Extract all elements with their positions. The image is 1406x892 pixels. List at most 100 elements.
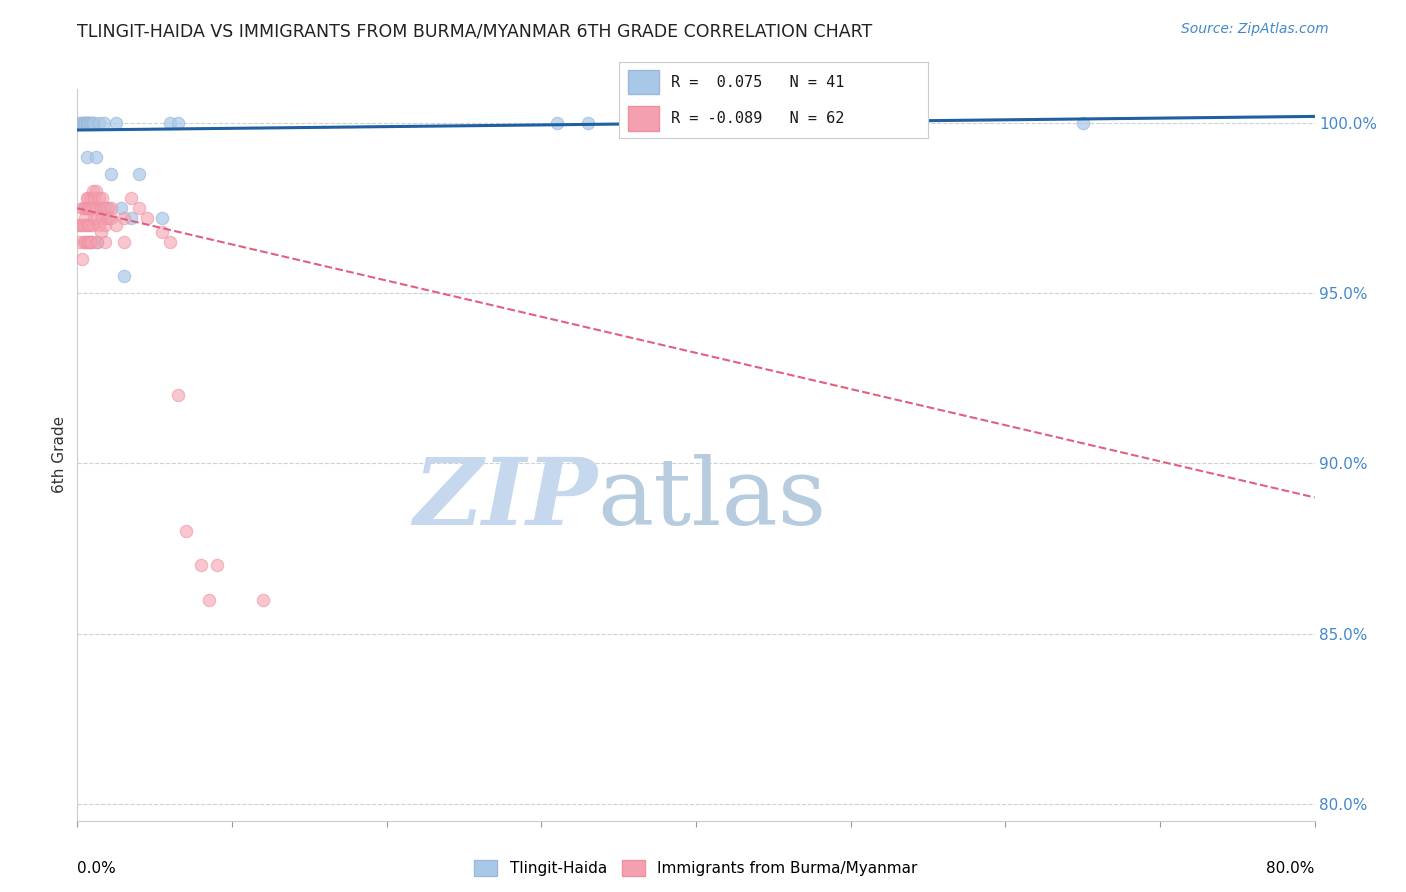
Point	[105, 219, 127, 233]
Point	[72, 116, 94, 130]
Point	[91, 201, 114, 215]
Point	[94, 235, 117, 250]
Point	[72, 201, 94, 215]
Point	[83, 211, 105, 226]
Point	[546, 116, 568, 130]
Point	[72, 116, 94, 130]
Point	[87, 201, 110, 215]
Point	[1071, 116, 1094, 130]
Point	[112, 235, 135, 250]
FancyBboxPatch shape	[628, 106, 659, 130]
Text: R = -0.089   N = 62: R = -0.089 N = 62	[671, 111, 845, 126]
Point	[70, 201, 93, 215]
Point	[205, 558, 228, 573]
Point	[77, 219, 100, 233]
Point	[121, 211, 143, 226]
Point	[69, 219, 91, 233]
Point	[75, 235, 96, 250]
Legend: Tlingit-Haida, Immigrants from Burma/Myanmar: Tlingit-Haida, Immigrants from Burma/Mya…	[468, 855, 924, 882]
Text: 80.0%: 80.0%	[1267, 862, 1315, 877]
Text: R =  0.075   N = 41: R = 0.075 N = 41	[671, 75, 845, 90]
Point	[167, 388, 190, 402]
Point	[87, 191, 110, 205]
Point	[90, 225, 112, 239]
FancyBboxPatch shape	[628, 70, 659, 95]
Point	[79, 116, 101, 130]
Point	[80, 116, 103, 130]
Point	[82, 201, 104, 215]
Point	[70, 219, 93, 233]
Point	[128, 167, 150, 181]
Point	[97, 211, 120, 226]
Text: ZIP: ZIP	[413, 454, 598, 544]
Point	[76, 235, 98, 250]
Point	[80, 191, 103, 205]
Point	[76, 116, 98, 130]
Point	[77, 201, 100, 215]
Point	[75, 116, 96, 130]
Point	[70, 116, 93, 130]
Text: TLINGIT-HAIDA VS IMMIGRANTS FROM BURMA/MYANMAR 6TH GRADE CORRELATION CHART: TLINGIT-HAIDA VS IMMIGRANTS FROM BURMA/M…	[77, 22, 873, 40]
Point	[76, 201, 98, 215]
Point	[190, 558, 212, 573]
Point	[77, 191, 100, 205]
Point	[80, 235, 103, 250]
Point	[76, 116, 98, 130]
Point	[86, 211, 108, 226]
Point	[167, 116, 190, 130]
Point	[87, 219, 110, 233]
Point	[174, 524, 197, 539]
Point	[152, 225, 174, 239]
Point	[100, 201, 122, 215]
Point	[84, 150, 107, 164]
Point	[93, 116, 115, 130]
Point	[128, 201, 150, 215]
Point	[77, 235, 100, 250]
Point	[159, 116, 181, 130]
Point	[76, 191, 98, 205]
Point	[87, 116, 110, 130]
Point	[79, 201, 101, 215]
Y-axis label: 6th Grade: 6th Grade	[52, 417, 67, 493]
Point	[82, 184, 104, 198]
Point	[75, 211, 96, 226]
Point	[112, 269, 135, 284]
Point	[93, 201, 115, 215]
Point	[86, 235, 108, 250]
Point	[576, 116, 599, 130]
Text: atlas: atlas	[598, 454, 827, 544]
Point	[77, 116, 100, 130]
Point	[159, 235, 181, 250]
Point	[69, 116, 91, 130]
Point	[69, 235, 91, 250]
Point	[70, 252, 93, 267]
Point	[94, 219, 117, 233]
Point	[100, 167, 122, 181]
Point	[70, 116, 93, 130]
Point	[76, 219, 98, 233]
Point	[136, 211, 159, 226]
Point	[86, 235, 108, 250]
Point	[79, 201, 101, 215]
Point	[83, 191, 105, 205]
Point	[152, 211, 174, 226]
Point	[80, 201, 103, 215]
Point	[75, 201, 96, 215]
Point	[72, 219, 94, 233]
Point	[80, 201, 103, 215]
Point	[121, 191, 143, 205]
Point	[79, 219, 101, 233]
Point	[252, 592, 274, 607]
Point	[72, 235, 94, 250]
Point	[90, 201, 112, 215]
Point	[94, 211, 117, 226]
Point	[110, 201, 132, 215]
Point	[91, 191, 114, 205]
Point	[97, 201, 120, 215]
Point	[77, 201, 100, 215]
Point	[198, 592, 221, 607]
Point	[80, 235, 103, 250]
Point	[82, 219, 104, 233]
Point	[96, 201, 118, 215]
Point	[76, 150, 98, 164]
